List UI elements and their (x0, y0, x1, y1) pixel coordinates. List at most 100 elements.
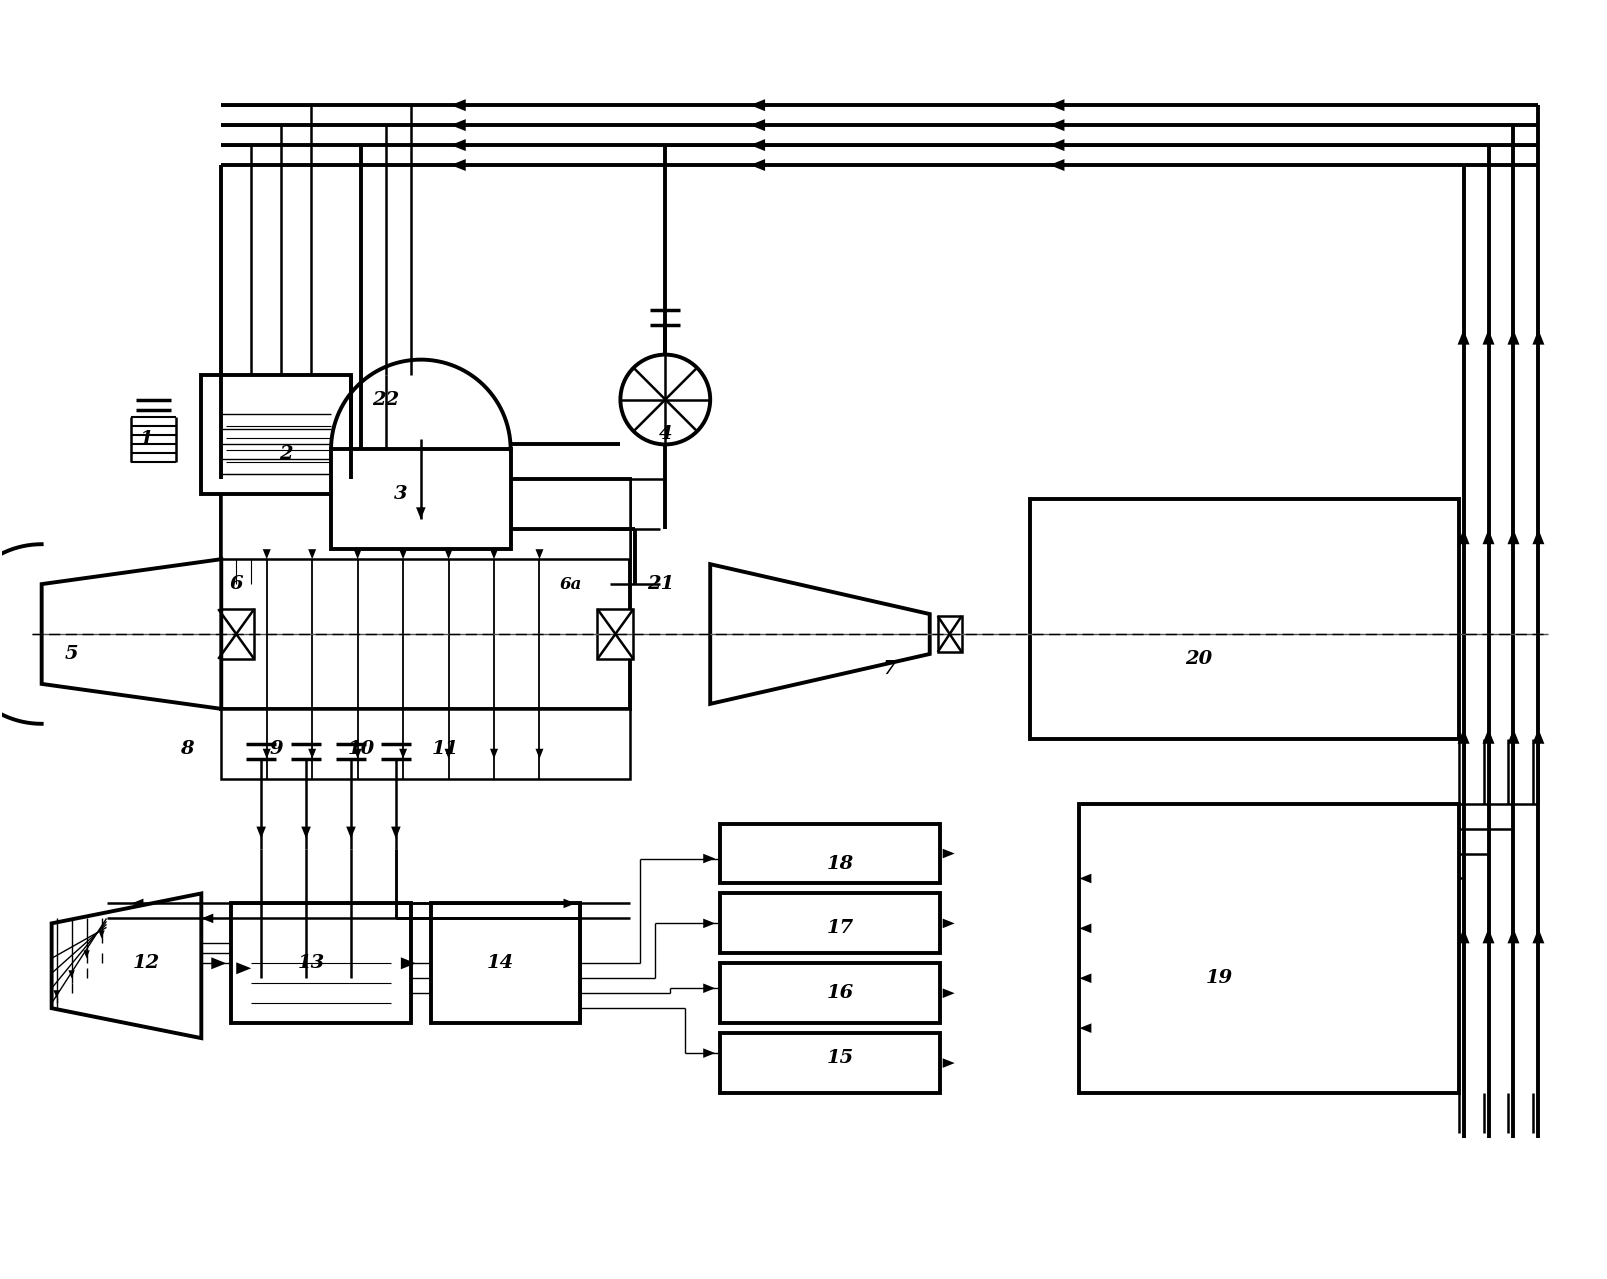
Polygon shape (51, 894, 201, 1039)
Polygon shape (236, 962, 251, 975)
Polygon shape (1456, 729, 1469, 744)
Polygon shape (444, 549, 452, 559)
Polygon shape (53, 990, 59, 998)
Polygon shape (1506, 330, 1519, 344)
Polygon shape (309, 748, 317, 758)
Polygon shape (1078, 1023, 1091, 1033)
Polygon shape (450, 139, 466, 151)
Polygon shape (1531, 530, 1543, 544)
Polygon shape (201, 913, 214, 923)
Polygon shape (1049, 139, 1064, 151)
Text: 15: 15 (826, 1049, 853, 1067)
Text: 7: 7 (882, 660, 897, 678)
Polygon shape (702, 1049, 715, 1058)
Bar (331, 449, 511, 549)
Bar (201, 375, 350, 494)
Text: 8: 8 (180, 739, 193, 757)
Text: 9: 9 (268, 739, 283, 757)
Polygon shape (1049, 100, 1064, 111)
Polygon shape (942, 849, 955, 858)
Polygon shape (309, 549, 317, 559)
Text: 10: 10 (347, 739, 374, 757)
Bar (720, 1033, 938, 1094)
Polygon shape (749, 139, 765, 151)
Polygon shape (1049, 159, 1064, 171)
Polygon shape (535, 748, 543, 758)
Polygon shape (354, 748, 362, 758)
Text: 6a: 6a (559, 576, 582, 592)
Polygon shape (346, 826, 355, 839)
Text: 18: 18 (826, 854, 853, 872)
Polygon shape (749, 159, 765, 171)
Polygon shape (1482, 929, 1493, 944)
Polygon shape (749, 119, 765, 132)
Polygon shape (749, 100, 765, 111)
Polygon shape (490, 549, 498, 559)
Polygon shape (1456, 330, 1469, 344)
Polygon shape (1506, 530, 1519, 544)
Text: 12: 12 (133, 954, 161, 972)
Polygon shape (84, 950, 90, 958)
Polygon shape (1482, 330, 1493, 344)
Polygon shape (444, 748, 452, 758)
Polygon shape (42, 559, 222, 709)
Polygon shape (942, 989, 955, 998)
Polygon shape (1456, 929, 1469, 944)
Text: 20: 20 (1184, 650, 1212, 668)
Bar (222, 480, 630, 559)
Polygon shape (562, 899, 575, 908)
Polygon shape (942, 1058, 955, 1068)
Polygon shape (702, 918, 715, 929)
Bar (431, 903, 580, 1023)
Polygon shape (450, 119, 466, 132)
Polygon shape (400, 957, 416, 969)
Polygon shape (450, 100, 466, 111)
Text: 5: 5 (64, 645, 79, 663)
Text: 19: 19 (1205, 969, 1233, 987)
Text: 6: 6 (230, 576, 243, 593)
Polygon shape (301, 826, 310, 839)
Polygon shape (450, 159, 466, 171)
Polygon shape (1078, 973, 1091, 984)
Polygon shape (354, 549, 362, 559)
Bar (222, 709, 630, 779)
Circle shape (620, 354, 710, 444)
Polygon shape (132, 913, 143, 923)
Text: 3: 3 (394, 485, 408, 504)
Text: 4: 4 (659, 426, 672, 444)
Polygon shape (1506, 729, 1519, 744)
Bar (598, 609, 633, 659)
Polygon shape (256, 826, 265, 839)
Bar (720, 963, 938, 1023)
Bar (937, 616, 961, 652)
Polygon shape (262, 748, 270, 758)
Text: 2: 2 (280, 445, 292, 463)
Polygon shape (1078, 874, 1091, 884)
Polygon shape (262, 549, 270, 559)
Polygon shape (69, 971, 76, 978)
Polygon shape (942, 918, 955, 929)
Polygon shape (490, 748, 498, 758)
Polygon shape (535, 549, 543, 559)
Text: 17: 17 (826, 920, 853, 938)
Bar (231, 903, 411, 1023)
Polygon shape (1482, 530, 1493, 544)
Polygon shape (702, 854, 715, 863)
Bar (222, 480, 630, 709)
Bar (1078, 803, 1458, 1094)
Polygon shape (399, 748, 407, 758)
Polygon shape (702, 984, 715, 993)
Text: 11: 11 (432, 739, 460, 757)
Polygon shape (399, 549, 407, 559)
Polygon shape (391, 826, 400, 839)
Polygon shape (1482, 729, 1493, 744)
Polygon shape (1506, 929, 1519, 944)
Text: 16: 16 (826, 985, 853, 1003)
Polygon shape (1531, 330, 1543, 344)
Polygon shape (1049, 119, 1064, 132)
Polygon shape (710, 564, 929, 703)
Polygon shape (1531, 729, 1543, 744)
Polygon shape (416, 508, 426, 519)
Bar (219, 609, 254, 659)
Bar (720, 894, 938, 953)
